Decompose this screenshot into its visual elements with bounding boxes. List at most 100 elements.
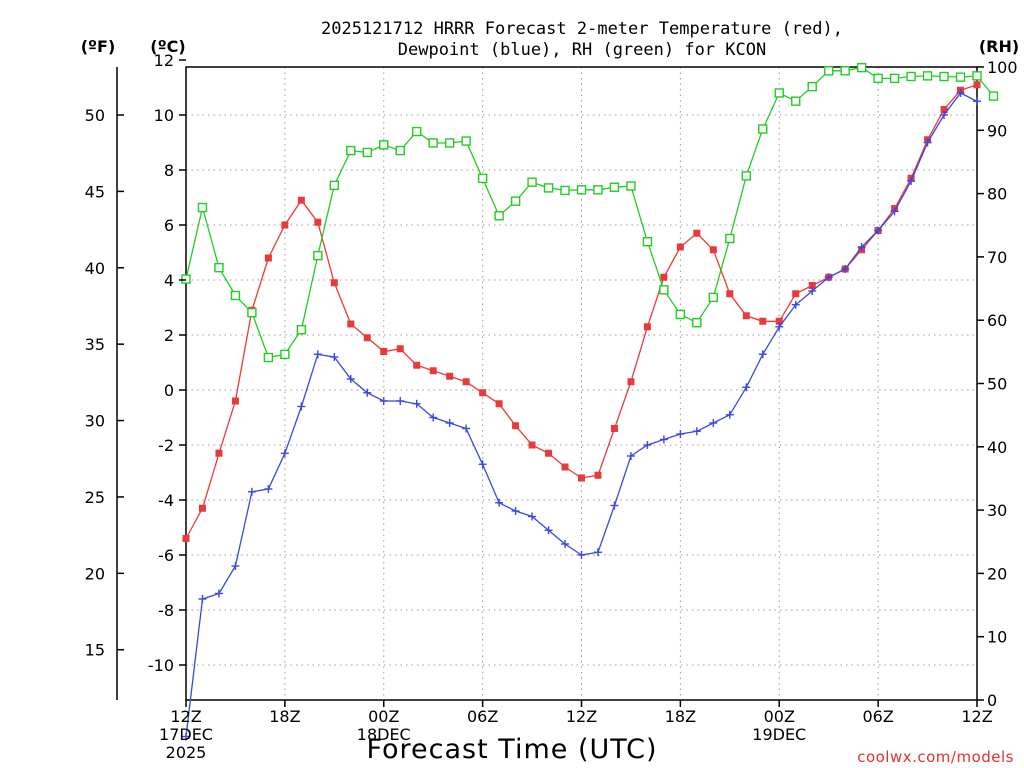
rh-tick-label: 60 (987, 311, 1007, 330)
data-point (660, 273, 668, 281)
rh-tick-label: 30 (987, 501, 1007, 520)
data-point (856, 62, 867, 73)
data-point (527, 177, 537, 187)
data-point (824, 273, 833, 282)
rh-tick-label: 100 (987, 58, 1018, 77)
data-point (329, 180, 340, 191)
x-tick-label: 12Z (566, 707, 597, 726)
data-point (659, 285, 669, 295)
data-point (495, 498, 504, 507)
data-point (775, 317, 783, 325)
data-point (973, 81, 981, 89)
data-point (495, 400, 503, 408)
data-point (907, 177, 916, 185)
data-point (708, 292, 719, 303)
data-point (297, 402, 306, 411)
data-point (379, 397, 388, 405)
fahrenheit-tick-label: 45 (85, 182, 105, 201)
fahrenheit-tick-label: 35 (85, 335, 105, 354)
data-point (545, 449, 553, 457)
data-point (215, 449, 223, 457)
data-point (578, 474, 585, 482)
data-point (264, 254, 272, 262)
unit-rh-label: (RH) (979, 37, 1019, 56)
unit-celsius-label: (ºC) (150, 37, 185, 56)
celsius-tick-label: 0 (164, 381, 174, 400)
data-point (247, 487, 256, 496)
data-point (396, 397, 405, 405)
data-point (725, 410, 734, 419)
unit-fahrenheit-label: (ºF) (81, 37, 116, 56)
data-point (741, 171, 751, 181)
data-point (230, 290, 241, 301)
data-point (346, 145, 356, 156)
data-point (396, 345, 404, 353)
data-point (494, 211, 504, 221)
data-point (446, 372, 454, 380)
series-dewpoint (182, 89, 981, 741)
data-point (775, 322, 784, 331)
chart-title-line2: Dewpoint (blue), RH (green) for KCON (398, 40, 766, 60)
data-point (264, 485, 273, 493)
data-point (413, 361, 421, 369)
data-point (280, 349, 290, 360)
data-point (792, 290, 800, 298)
data-point (363, 334, 371, 342)
series-line (185, 84, 978, 539)
data-point (709, 246, 717, 254)
data-point (823, 66, 834, 76)
data-point (363, 388, 372, 397)
data-point (247, 307, 257, 318)
data-point (347, 320, 355, 328)
data-point (510, 196, 521, 206)
data-point (873, 73, 883, 84)
data-point (791, 300, 800, 309)
data-point (181, 274, 191, 284)
data-point (609, 182, 620, 192)
data-point (692, 427, 701, 436)
series-line (185, 66, 995, 359)
fahrenheit-tick-label: 20 (85, 564, 105, 583)
data-point (330, 353, 339, 361)
celsius-tick-label: -2 (158, 436, 174, 455)
data-point (395, 145, 405, 156)
fahrenheit-tick-label: 40 (85, 259, 105, 278)
data-point (198, 504, 206, 512)
x-tick-label: 00Z (764, 707, 795, 726)
data-point (593, 185, 603, 195)
data-point (758, 350, 767, 359)
data-point (610, 501, 619, 510)
data-point (774, 88, 784, 98)
data-point (972, 71, 982, 81)
rh-tick-label: 40 (987, 438, 1007, 457)
data-point (576, 185, 587, 195)
data-point (807, 81, 817, 92)
fahrenheit-tick-label: 30 (85, 412, 105, 431)
data-point (297, 196, 305, 204)
data-point (528, 441, 536, 449)
data-point (808, 282, 816, 289)
rh-tick-label: 80 (987, 185, 1007, 204)
data-point (988, 91, 999, 101)
data-point (626, 181, 636, 191)
axes-layer (116, 66, 978, 701)
data-point (445, 419, 454, 427)
x-tick-label: 17DEC (159, 725, 213, 744)
data-point (675, 309, 686, 320)
data-point (923, 138, 932, 147)
data-point (379, 140, 389, 150)
data-point (330, 279, 338, 287)
x-tick-label: 00Z (368, 707, 399, 726)
data-point (676, 430, 685, 438)
data-point (709, 419, 718, 427)
x-tick-label: 18Z (665, 707, 696, 726)
data-point (840, 66, 850, 76)
data-point (742, 312, 750, 320)
x-tick-label: 18Z (269, 707, 300, 726)
data-point (676, 243, 684, 251)
celsius-tick-label: 6 (164, 216, 174, 235)
data-point (561, 463, 569, 471)
data-point (906, 71, 916, 82)
data-point (643, 323, 651, 331)
data-point (642, 237, 653, 247)
